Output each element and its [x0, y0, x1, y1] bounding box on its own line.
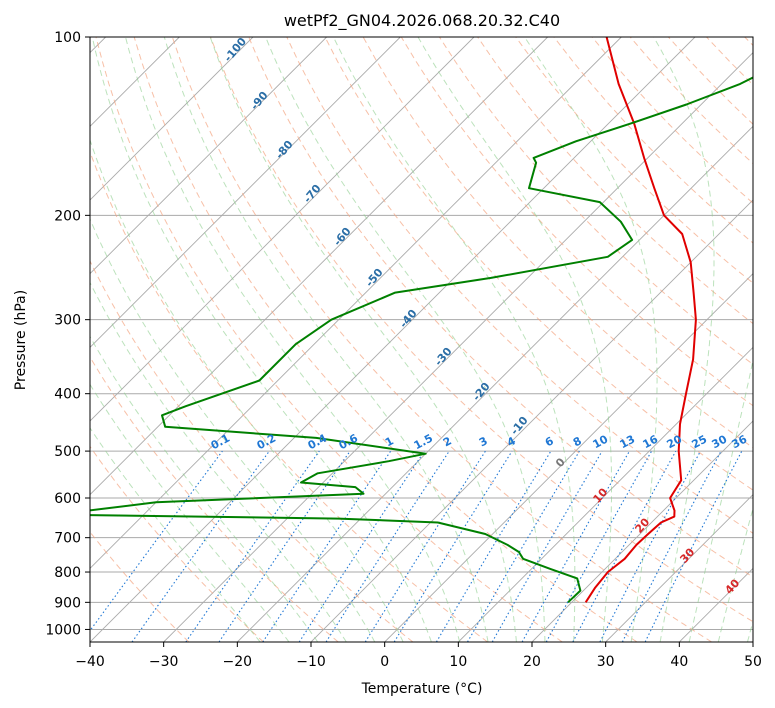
moist-adiabat-line [90, 281, 347, 642]
mixing-ratio-label: 20 [665, 432, 685, 451]
moist-adiabat-line [125, 37, 461, 642]
y-axis-label: Pressure (hPa) [13, 290, 29, 390]
plot-area [90, 37, 753, 642]
isotherm-line [90, 37, 548, 496]
mixing-ratio-line [218, 450, 351, 642]
y-tick-label: 100 [54, 30, 81, 46]
plot-frame [89, 36, 754, 643]
isotherm-line [458, 346, 753, 642]
mixing-ratio-line [325, 450, 450, 642]
moist-adiabat-line [332, 37, 576, 642]
dry-adiabat-line [171, 37, 712, 642]
moist-adiabat-line [265, 37, 546, 642]
series-layer [90, 37, 753, 604]
chart-title: wetPf2_GN04.2026.068.20.32.C40 [284, 11, 560, 31]
moist-adiabat-line [90, 138, 404, 642]
x-tick-label: −40 [75, 654, 105, 670]
y-tick-label: 400 [54, 387, 81, 403]
moist-adiabat-line [91, 37, 432, 642]
isotherm-line [90, 37, 327, 275]
grid-layer [90, 37, 753, 642]
dry-adiabat-line [324, 37, 753, 491]
dry-adiabat-line [286, 37, 753, 534]
dry-adiabat-line [90, 445, 264, 642]
mixing-ratio-line [572, 450, 677, 642]
y-tick-label: 300 [54, 313, 81, 329]
x-tick-label: 40 [670, 654, 688, 670]
mixing-ratio-line [298, 450, 425, 642]
moist-adiabat-line [90, 383, 290, 642]
dewpoint-profile-line [90, 76, 753, 604]
moist-adiabat-line [717, 506, 753, 642]
moist-adiabat-line [163, 37, 489, 642]
mixing-ratio-line [393, 450, 513, 642]
isotherm-line [90, 37, 696, 642]
moist-adiabat-line [209, 37, 517, 642]
moist-adiabat-line [688, 358, 753, 642]
isotherm-line [237, 125, 753, 642]
mixing-ratio-line [131, 450, 270, 642]
moist-adiabat-line [90, 335, 319, 642]
mixing-ratio-label: 13 [618, 433, 638, 452]
y-tick-label: 600 [54, 491, 81, 507]
dry-adiabat-line [248, 37, 753, 578]
x-axis-label: Temperature (°C) [361, 681, 483, 697]
dry-adiabat-line [90, 259, 414, 642]
dry-adiabat-line [90, 356, 339, 642]
y-tick-label: 700 [54, 531, 81, 547]
mixing-ratio-line [644, 450, 743, 642]
mixing-ratio-label: 36 [730, 432, 750, 451]
isotherm-line [605, 494, 753, 642]
temperature-profile-line [584, 37, 697, 603]
mixing-ratio-label: 25 [690, 433, 710, 452]
mixing-ratio-line [185, 450, 320, 642]
x-tick-label: 0 [380, 654, 389, 670]
mixing-ratio-label: 10 [591, 432, 611, 451]
mixing-ratio-line [90, 450, 223, 632]
isotherm-line [90, 37, 475, 422]
mixing-ratio-line [545, 450, 653, 642]
isotherm-line [531, 420, 753, 642]
mixing-ratio-label: 30 [710, 432, 730, 451]
moist-adiabat-line [417, 37, 612, 642]
dry-adiabat-line [210, 37, 753, 623]
x-tick-label: −20 [223, 654, 253, 670]
mixing-ratio-line [521, 450, 630, 642]
moist-adiabat-line [524, 37, 658, 642]
moist-adiabat-line [90, 217, 376, 642]
dry-adiabat-line [515, 37, 753, 284]
x-tick-label: 50 [744, 654, 762, 670]
y-tick-label: 500 [54, 444, 81, 460]
isotherm-line [90, 37, 401, 348]
isotherm-line [384, 273, 753, 642]
isotherm-line [90, 37, 622, 569]
moist-adiabat-line [653, 37, 715, 642]
y-tick-label: 900 [54, 595, 81, 611]
dry-adiabat-line [95, 37, 563, 642]
isotherm-line [90, 37, 254, 201]
x-tick-label: 20 [523, 654, 541, 670]
x-tick-label: −10 [296, 654, 326, 670]
x-tick-label: 30 [597, 654, 615, 670]
moist-adiabat-line [90, 427, 261, 642]
mixing-ratio-label: 16 [641, 432, 661, 451]
y-tick-label: 800 [54, 565, 81, 581]
y-tick-label: 1000 [45, 622, 81, 638]
x-tick-label: 10 [449, 654, 467, 670]
isotherm-line [163, 52, 753, 642]
x-tick-label: −30 [149, 654, 179, 670]
y-tick-label: 200 [54, 208, 81, 224]
